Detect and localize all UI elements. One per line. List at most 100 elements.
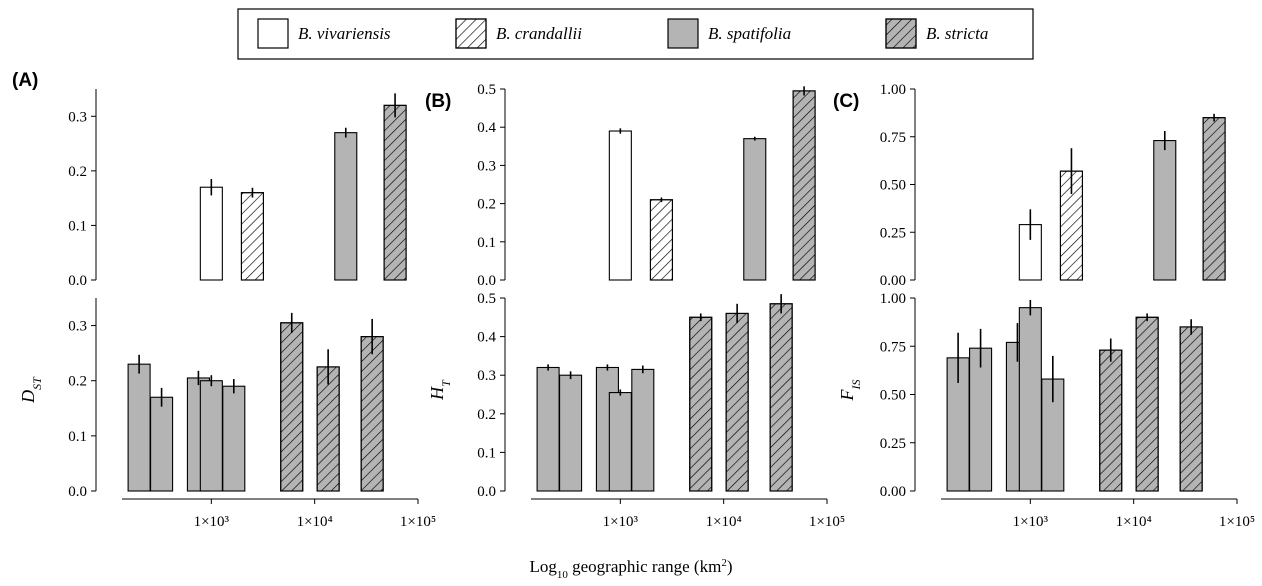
x-tick-label: 1×10³ [194, 514, 230, 530]
bar [1018, 307, 1042, 492]
y-axis-label: DST [18, 376, 44, 404]
xlabel-subscript: 10 [557, 569, 569, 581]
legend-label: B. stricta [926, 24, 988, 43]
x-tick-label: 1×10³ [603, 514, 639, 530]
bar-hatch [280, 322, 304, 492]
bar [743, 138, 767, 281]
bar [608, 130, 632, 281]
legend-swatch [667, 18, 699, 49]
y-axis-label: HT [427, 379, 453, 401]
xlabel-superscript: 2 [721, 557, 727, 569]
subplot-top: 0.00 0.25 0.50 0.75 1.00 [880, 82, 1226, 289]
bar-hatch [725, 312, 749, 492]
bar [199, 186, 223, 281]
bar [334, 132, 358, 281]
y-tick-label: 0.4 [477, 120, 496, 136]
panel-2: (B)HT0.00.10.20.30.40.50.00.10.20.30.40.… [425, 82, 845, 530]
legend-swatch [257, 18, 289, 49]
legend-swatch-hatch [885, 18, 917, 49]
y-axis-label: FIS [837, 380, 863, 402]
y-tick-label: 0.0 [68, 273, 87, 289]
legend-box [237, 8, 1034, 60]
y-tick-label: 0.3 [477, 368, 496, 384]
bar-hatch [689, 316, 713, 492]
x-tick-label: 1×10⁵ [809, 514, 845, 530]
bar-hatch [792, 90, 816, 281]
y-tick-label: 0.2 [68, 374, 87, 390]
y-tick-label: 0.00 [880, 484, 906, 500]
y-tick-label: 0.5 [477, 291, 496, 307]
subplot-bottom: 0.00 0.25 0.50 0.75 1.00 1×10³ 1×10⁴ 1×10⁵ [880, 291, 1255, 530]
x-tick-label: 1×10³ [1013, 514, 1049, 530]
x-tick-label: 1×10⁵ [1219, 514, 1255, 530]
y-axis-label-main: H [427, 386, 447, 401]
panel-3: (C)FIS0.000.250.500.751.000.000.250.500.… [833, 82, 1255, 530]
xlabel-suffix: ) [727, 557, 733, 576]
y-axis-label-sub: IS [849, 380, 863, 391]
xlabel-prefix: Log [530, 557, 558, 576]
subplot-top: 0.0 0.1 0.2 0.3 0.4 0.5 [477, 82, 816, 289]
y-tick-label: 0.0 [477, 484, 496, 500]
y-tick-label: 0.2 [477, 407, 496, 423]
legend-label: B. vivariensis [298, 24, 391, 43]
subplot-bottom: 0.0 0.1 0.2 0.3 0.4 0.5 1×10³ 1×10⁴ 1×10⁵ [477, 291, 845, 530]
y-tick-label: 0.3 [477, 158, 496, 174]
bar-hatch [1179, 326, 1203, 492]
bar [969, 347, 993, 492]
y-tick-label: 0.75 [880, 130, 906, 146]
bar [222, 385, 246, 492]
bar-hatch [360, 336, 384, 492]
panel-1: (A) DST 0.0 0.1 0.2 0.3 0.0 0.1 0.2 0.3 1×10³ 1×10⁴… [12, 70, 436, 530]
y-tick-label: 0.00 [880, 273, 906, 289]
panels: (A) DST 0.0 0.1 0.2 0.3 0.0 0.1 0.2 0.3 1×10³ 1×10⁴… [12, 70, 1255, 530]
y-tick-label: 0.75 [880, 339, 906, 355]
y-axis-label-main: D [18, 390, 38, 404]
y-tick-label: 0.50 [880, 178, 906, 194]
y-tick-label: 0.50 [880, 388, 906, 404]
panel-letter: (A) [12, 70, 38, 91]
y-tick-label: 0.5 [477, 82, 496, 98]
y-tick-label: 0.1 [477, 235, 496, 251]
bar [608, 392, 632, 492]
panel-letter: (B) [425, 91, 451, 112]
legend-label: B. spatifolia [708, 24, 791, 43]
bar [150, 396, 174, 492]
bar [199, 380, 223, 492]
y-tick-label: 0.25 [880, 225, 906, 241]
y-tick-label: 0.0 [477, 273, 496, 289]
y-tick-label: 1.00 [880, 291, 906, 307]
legend-swatch-hatch [455, 18, 487, 49]
bar-hatch [649, 199, 674, 281]
shared-x-axis-label: Log10 geographic range (km2) [530, 557, 733, 581]
x-tick-label: 1×10⁵ [400, 514, 436, 530]
x-tick-label: 1×10⁴ [706, 514, 742, 530]
bar [127, 363, 151, 492]
bar-hatch [240, 192, 265, 281]
bar-hatch [1099, 349, 1123, 492]
y-tick-label: 0.1 [68, 429, 87, 445]
y-tick-label: 0.1 [477, 445, 496, 461]
panel-letter: (C) [833, 91, 859, 112]
y-axis-label-sub: T [439, 379, 453, 387]
y-tick-label: 1.00 [880, 82, 906, 98]
y-tick-label: 0.3 [68, 319, 87, 335]
bar-hatch [383, 104, 407, 281]
bar [1153, 140, 1177, 281]
y-axis-label-main: F [837, 389, 857, 402]
y-tick-label: 0.25 [880, 436, 906, 452]
x-tick-label: 1×10⁴ [1116, 514, 1152, 530]
bar-hatch [316, 366, 340, 492]
legend: B. vivariensis B. crandallii B. spatifolia… [237, 8, 1034, 60]
y-tick-label: 0.4 [477, 330, 496, 346]
bar [559, 374, 583, 492]
subplot-top: 0.0 0.1 0.2 0.3 [68, 89, 407, 289]
y-tick-label: 0.2 [68, 164, 87, 180]
x-tick-label: 1×10⁴ [297, 514, 333, 530]
bar-hatch [1202, 117, 1226, 281]
bar-hatch [769, 303, 793, 492]
bar [631, 368, 655, 492]
y-tick-label: 0.3 [68, 109, 87, 125]
y-tick-label: 0.2 [477, 197, 496, 213]
y-axis-label-sub: ST [30, 376, 44, 390]
